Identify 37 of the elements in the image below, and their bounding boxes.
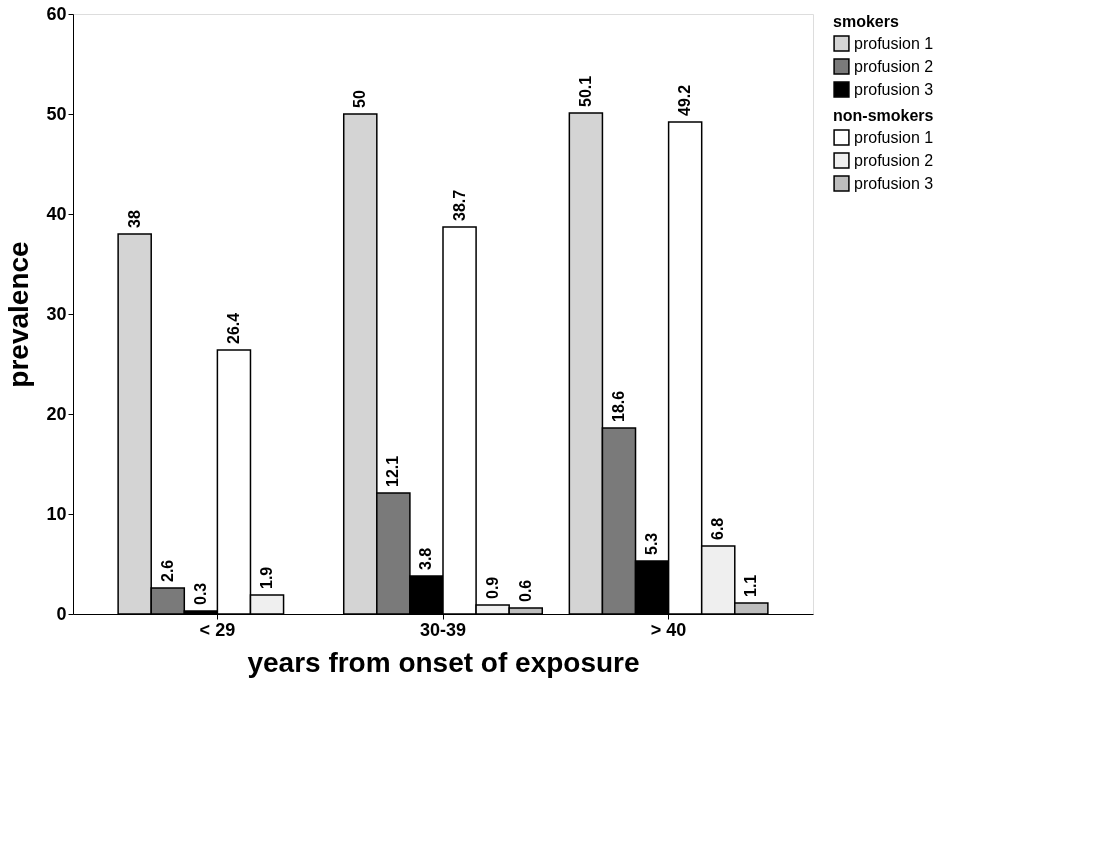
data-label: 0.9 [483, 576, 501, 599]
data-label: 5.3 [643, 532, 661, 555]
data-label: 18.6 [609, 390, 627, 422]
data-label: 50.1 [576, 75, 594, 107]
x-tick-label: > 40 [650, 619, 687, 640]
data-label: 0.3 [191, 582, 209, 605]
y-tick-label: 10 [46, 503, 67, 524]
legend-label: profusion 2 [854, 57, 934, 75]
data-label: 38.7 [450, 189, 468, 221]
y-axis-title: prevalence [3, 241, 35, 388]
data-label: 12.1 [384, 455, 402, 487]
data-label: 1.1 [742, 574, 760, 597]
y-tick-label: 60 [46, 3, 67, 24]
data-label: 50 [351, 90, 369, 108]
y-tick-label: 20 [46, 403, 67, 424]
x-tick-label: < 29 [199, 619, 236, 640]
data-label: 2.6 [158, 559, 176, 582]
legend-label: profusion 2 [854, 151, 934, 169]
legend-label: profusion 1 [854, 128, 934, 146]
x-tick-label: 30-39 [419, 619, 467, 640]
x-axis-title: years from onset of exposure [247, 646, 640, 678]
text: smokers [833, 13, 899, 30]
data-label: 49.2 [676, 84, 694, 116]
text: non-smokers [833, 107, 934, 124]
y-tick-label: 40 [46, 203, 67, 224]
data-label: 38 [125, 210, 143, 228]
data-label: 3.8 [417, 547, 435, 570]
legend-label: profusion 3 [854, 174, 934, 192]
data-label: 6.8 [709, 517, 727, 540]
data-label: 26.4 [224, 312, 242, 344]
legend-label: profusion 3 [854, 80, 934, 98]
y-tick-label: 50 [46, 103, 67, 124]
data-label: 1.9 [258, 566, 276, 589]
y-tick-label: 30 [46, 303, 67, 324]
data-label: 0.6 [516, 579, 534, 602]
legend-label: profusion 1 [854, 34, 934, 52]
y-tick-label: 0 [56, 603, 67, 624]
